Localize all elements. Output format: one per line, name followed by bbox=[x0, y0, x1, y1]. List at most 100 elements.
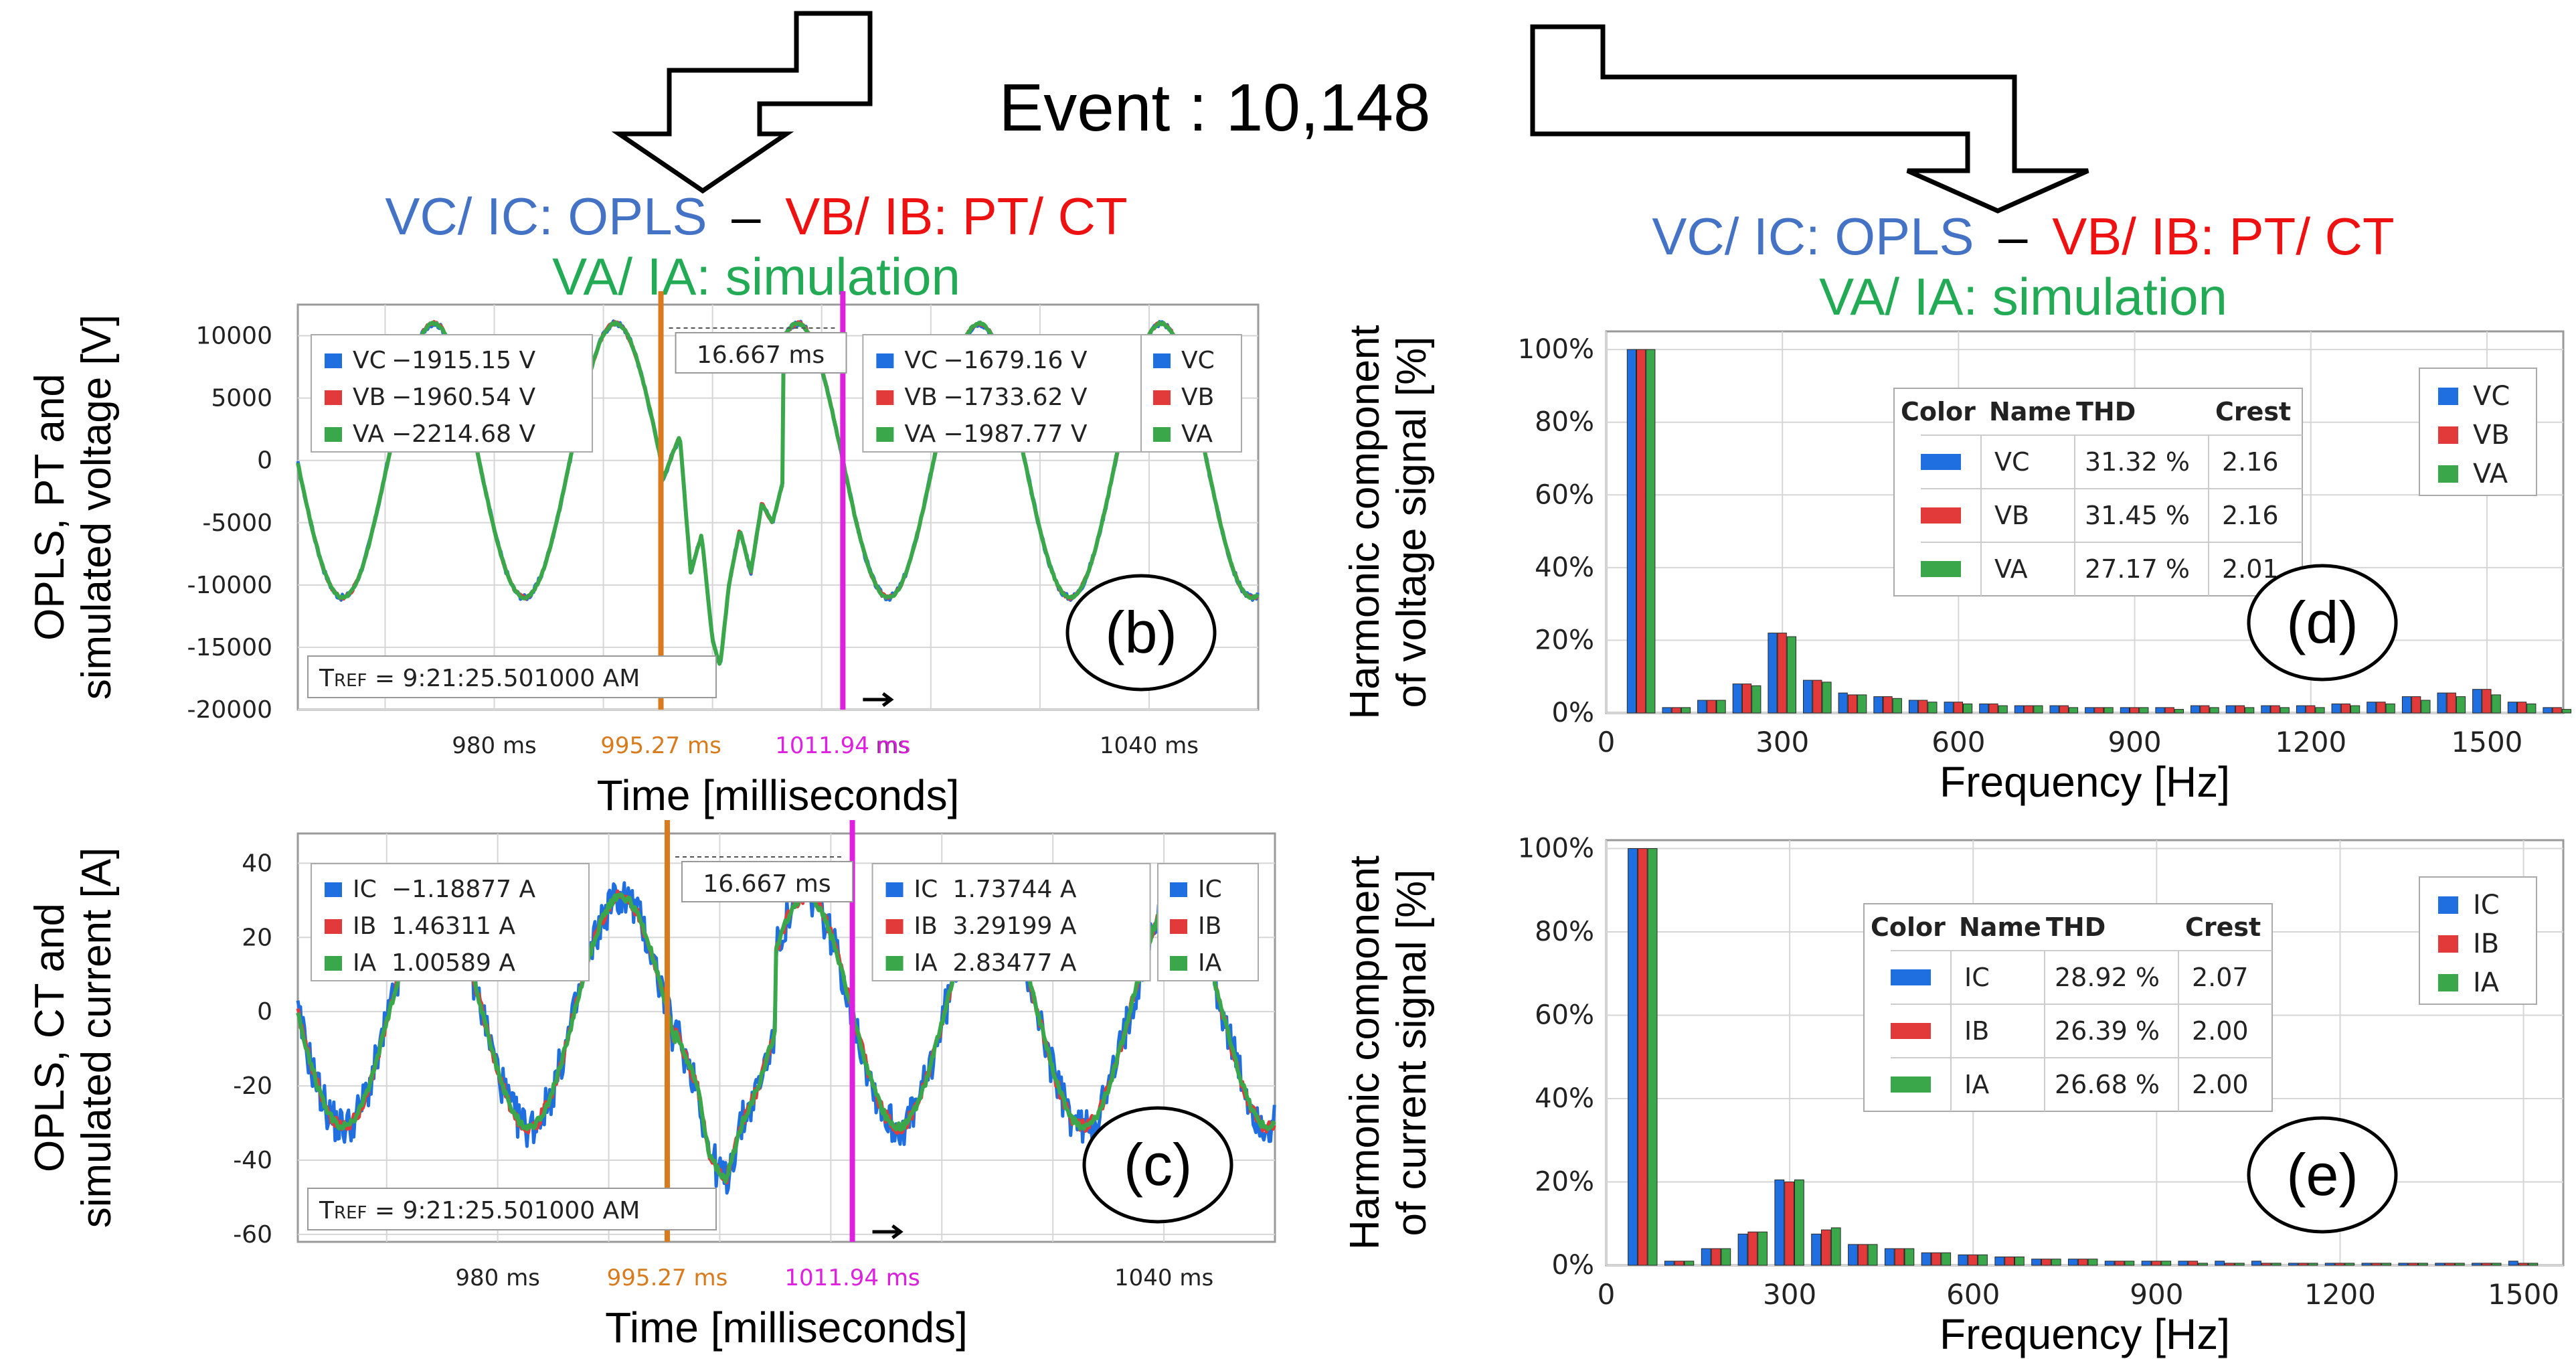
bar-ic bbox=[2398, 1263, 2409, 1266]
voltage-waveform-chart: 10000 5000 0 -5000 -10000 -15000 -20000 980 ms 1… bbox=[27, 291, 1260, 819]
x-tick-label: 600 bbox=[1946, 1278, 2000, 1311]
table-color-swatch bbox=[1921, 454, 1961, 470]
bar-vc bbox=[2014, 705, 2025, 714]
legend-entry: IB bbox=[1198, 912, 1221, 940]
bar-vb bbox=[1953, 702, 1964, 714]
left-series-title-line2: VA/ IA: simulation bbox=[552, 247, 960, 306]
bar-vb bbox=[1883, 696, 1893, 714]
table-cell-name: VB bbox=[1994, 501, 2029, 530]
x-tick-label: 980 ms bbox=[455, 1265, 540, 1291]
cursor-2-label: 1011.94 ms bbox=[784, 1265, 920, 1291]
bar-ia bbox=[1978, 1254, 1988, 1266]
readout-name: VA bbox=[904, 420, 936, 448]
table-color-swatch bbox=[1891, 969, 1931, 985]
bar-ib bbox=[2481, 1263, 2492, 1266]
y-tick-label: 80% bbox=[1535, 916, 1594, 947]
bar-ia bbox=[1867, 1244, 1878, 1266]
y-axis-label-line1: OPLS, CT and bbox=[27, 903, 73, 1172]
legend-swatch-ia bbox=[1170, 956, 1187, 971]
bar-va bbox=[2280, 707, 2290, 714]
bar-ib bbox=[1931, 1252, 1942, 1266]
cursor-readout-box bbox=[862, 334, 1145, 453]
panel-label-circle bbox=[1065, 574, 1217, 692]
bar-vc bbox=[2507, 702, 2518, 714]
bar-vb bbox=[1918, 700, 1928, 714]
readout-name: IC bbox=[914, 876, 938, 903]
y-tick-label: 0% bbox=[1552, 698, 1594, 728]
bar-vc bbox=[2261, 705, 2271, 714]
bar-ic bbox=[2435, 1263, 2445, 1266]
x-tick-label: 1500 bbox=[2452, 726, 2523, 758]
readout-value: −1915.15 V bbox=[392, 347, 535, 374]
panel-label: (e) bbox=[2286, 1141, 2358, 1208]
bar-va bbox=[1892, 698, 1902, 714]
bar-vc bbox=[2331, 703, 2341, 714]
bar-ia bbox=[2124, 1261, 2135, 1266]
readout-swatch-ib bbox=[885, 919, 904, 934]
bar-ia bbox=[2051, 1259, 2061, 1266]
bar-vc bbox=[1873, 696, 1883, 714]
y-axis-label-line1: Harmonic component bbox=[1342, 856, 1388, 1250]
bar-ic bbox=[2361, 1263, 2372, 1266]
bar-vb bbox=[2411, 696, 2421, 714]
table-color-swatch bbox=[1921, 507, 1961, 524]
table-cell-thd: 26.68 % bbox=[2055, 1070, 2160, 1099]
table-cell-name: IB bbox=[1964, 1016, 1989, 1046]
bar-ia bbox=[1941, 1252, 1952, 1266]
panel-label: (c) bbox=[1124, 1131, 1193, 1198]
cursor-2-label: 1011.94 ms bbox=[775, 732, 910, 759]
y-tick-label: 100% bbox=[1518, 334, 1594, 365]
right-series-title-line1: VC/ IC: OPLS – VB/ IB: PT/ CT bbox=[1652, 207, 2394, 266]
table-color-swatch bbox=[1891, 1023, 1931, 1039]
bar-vb bbox=[2024, 705, 2034, 714]
bar-ic bbox=[2215, 1261, 2225, 1266]
tref-box bbox=[307, 655, 717, 698]
bar-vc bbox=[1979, 703, 1989, 714]
y-tick-label: 100% bbox=[1518, 833, 1594, 864]
bar-va bbox=[1681, 707, 1691, 714]
readout-value: −1987.77 V bbox=[943, 420, 1087, 448]
bar-ic bbox=[1701, 1248, 1711, 1266]
bar-va bbox=[1963, 703, 1973, 714]
bar-vc bbox=[2191, 705, 2201, 714]
y-tick-label: 80% bbox=[1535, 407, 1594, 438]
x-tick-label: 1500 bbox=[2488, 1278, 2559, 1311]
y-tick-label: 60% bbox=[1535, 1000, 1594, 1030]
table-color-swatch bbox=[1921, 561, 1961, 577]
bar-vb bbox=[2200, 705, 2210, 714]
bar-vb bbox=[2446, 692, 2456, 714]
bar-vc bbox=[1768, 633, 1778, 714]
readout-name: IA bbox=[353, 949, 377, 977]
bar-vb bbox=[1671, 707, 1681, 714]
table-header: Crest bbox=[2215, 397, 2291, 426]
x-tick-label: 1200 bbox=[2275, 726, 2346, 758]
bar-vc bbox=[2049, 705, 2059, 714]
bar-vc bbox=[2155, 707, 2165, 714]
readout-value: −1679.16 V bbox=[943, 347, 1087, 374]
bar-ib bbox=[1857, 1244, 1868, 1266]
bar-vb bbox=[2376, 702, 2386, 714]
bar-ia bbox=[2271, 1263, 2282, 1266]
bar-ia bbox=[2308, 1263, 2318, 1266]
bar-vb bbox=[2306, 705, 2316, 714]
bar-vc bbox=[2367, 702, 2377, 714]
x-tick-label-partial: ms bbox=[875, 732, 910, 759]
bar-vc bbox=[2401, 696, 2412, 714]
legend-swatch-va bbox=[2438, 465, 2458, 483]
bar-vb bbox=[2552, 707, 2562, 714]
readout-value: 1.73744 A bbox=[953, 876, 1077, 903]
bar-ib bbox=[2004, 1257, 2014, 1266]
x-tick-label: 300 bbox=[1763, 1278, 1816, 1311]
legend-entry: IC bbox=[2473, 890, 2500, 921]
y-tick-label: 20% bbox=[1535, 625, 1594, 655]
tref-box bbox=[307, 1188, 717, 1230]
readout-name: VC bbox=[353, 347, 386, 374]
legend-entry: VB bbox=[1181, 384, 1214, 411]
table-cell-thd: 31.45 % bbox=[2085, 501, 2190, 530]
legend-swatch-ib bbox=[2438, 935, 2458, 953]
bar-vc bbox=[1626, 349, 1637, 714]
bar-ib bbox=[2151, 1261, 2162, 1266]
bar-vb bbox=[1812, 680, 1822, 714]
bar-va bbox=[1751, 685, 1762, 714]
